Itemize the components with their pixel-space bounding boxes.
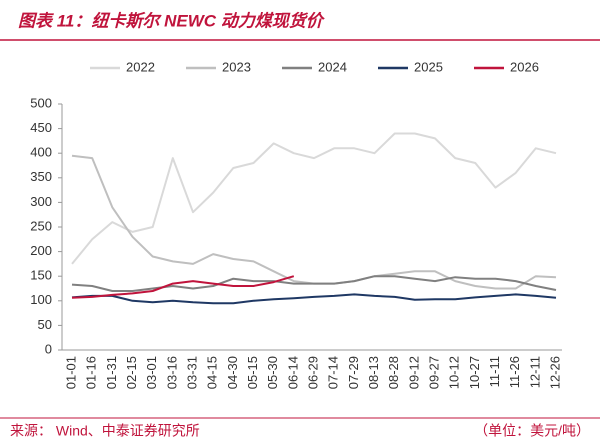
y-tick-label: 450 bbox=[30, 120, 52, 135]
y-tick-label: 200 bbox=[30, 243, 52, 258]
y-tick-label: 350 bbox=[30, 169, 52, 184]
x-tick-label: 08-13 bbox=[366, 356, 381, 389]
series-line bbox=[71, 154, 557, 290]
x-tick-label: 12-11 bbox=[527, 356, 542, 388]
x-tick-label: 10-12 bbox=[447, 356, 462, 389]
x-tick-label: 09-12 bbox=[406, 356, 421, 389]
x-tick-label: 04-30 bbox=[225, 356, 240, 389]
source: 来源： Wind、中泰证券研究所 bbox=[10, 423, 200, 439]
x-tick-label: 01-31 bbox=[104, 356, 119, 389]
x-tick-label: 05-15 bbox=[245, 356, 260, 389]
legend-label: 2022 bbox=[126, 59, 155, 74]
y-tick-label: 300 bbox=[30, 194, 52, 209]
unit: （单位：美元/吨） bbox=[474, 423, 590, 439]
x-tick-label: 06-14 bbox=[285, 356, 300, 389]
y-tick-label: 100 bbox=[30, 292, 52, 307]
x-tick-label: 03-01 bbox=[144, 356, 159, 389]
x-tick-label: 01-16 bbox=[84, 356, 99, 389]
x-tick-label: 12-26 bbox=[547, 356, 562, 389]
series-line bbox=[71, 275, 295, 299]
series-line bbox=[71, 132, 557, 265]
x-tick-label: 06-29 bbox=[305, 356, 320, 389]
x-tick-label: 02-15 bbox=[124, 356, 139, 389]
x-tick-label: 08-28 bbox=[386, 356, 401, 389]
y-tick-label: 250 bbox=[30, 218, 52, 233]
x-tick-label: 04-15 bbox=[205, 356, 220, 389]
x-tick-label: 05-30 bbox=[265, 356, 280, 389]
legend-label: 2023 bbox=[222, 59, 251, 74]
x-tick-label: 03-16 bbox=[164, 356, 179, 389]
x-tick-label: 07-29 bbox=[346, 356, 361, 389]
series-line bbox=[71, 275, 557, 292]
legend-label: 2025 bbox=[414, 59, 443, 74]
x-tick-label: 09-27 bbox=[426, 356, 441, 389]
x-tick-label: 07-14 bbox=[326, 356, 341, 389]
y-tick-label: 50 bbox=[38, 317, 52, 332]
x-tick-label: 03-31 bbox=[184, 356, 199, 389]
x-tick-label: 10-27 bbox=[467, 356, 482, 389]
x-tick-label: 01-01 bbox=[63, 356, 78, 389]
x-tick-label: 11-26 bbox=[507, 356, 522, 388]
legend-label: 2026 bbox=[510, 59, 539, 74]
y-tick-label: 400 bbox=[30, 145, 52, 160]
y-tick-label: 500 bbox=[30, 95, 52, 110]
series-line bbox=[71, 293, 557, 305]
x-tick-label: 11-11 bbox=[487, 356, 502, 387]
chart-title: 图表 11：纽卡斯尔 NEWC 动力煤现货价 bbox=[18, 11, 326, 30]
legend-label: 2024 bbox=[318, 59, 347, 74]
y-tick-label: 150 bbox=[30, 268, 52, 283]
y-tick-label: 0 bbox=[45, 341, 52, 356]
